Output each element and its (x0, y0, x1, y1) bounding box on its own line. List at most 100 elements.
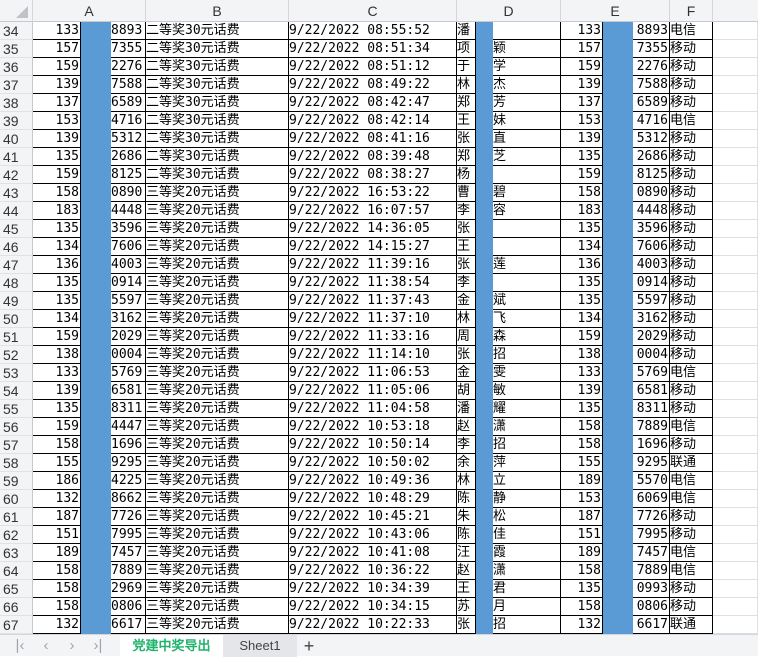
column-header-f[interactable]: F (670, 0, 713, 22)
cell-d-surname[interactable]: 张 (457, 616, 476, 634)
cell-f-carrier[interactable]: 移动 (670, 40, 713, 58)
cell-f-carrier[interactable]: 移动 (670, 598, 713, 616)
empty-cell[interactable] (713, 346, 758, 364)
cell-d-given[interactable]: 霞 (493, 544, 561, 562)
cell-c-time[interactable]: 9/22/2022 11:39:16 (289, 256, 457, 274)
cell-c-time[interactable]: 9/22/2022 10:45:21 (289, 508, 457, 526)
cell-d-given[interactable]: 招 (493, 616, 561, 634)
cell-d-given[interactable]: 萍 (493, 454, 561, 472)
cell-a-prefix[interactable]: 158 (33, 580, 81, 598)
row-header[interactable]: 60 (0, 490, 33, 508)
cell-a-prefix[interactable]: 186 (33, 472, 81, 490)
cell-e-prefix[interactable]: 158 (561, 562, 603, 580)
cell-b-prize[interactable]: 二等奖30元话费 (146, 112, 289, 130)
cell-a-suffix[interactable]: 0890 (111, 184, 146, 202)
row-header[interactable]: 55 (0, 400, 33, 418)
cell-a-prefix[interactable]: 159 (33, 328, 81, 346)
cell-d-given[interactable]: 佳 (493, 526, 561, 544)
cell-b-prize[interactable]: 二等奖30元话费 (146, 58, 289, 76)
row-header[interactable]: 66 (0, 598, 33, 616)
cell-f-carrier[interactable]: 移动 (670, 256, 713, 274)
cell-d-given[interactable]: 招 (493, 346, 561, 364)
empty-cell[interactable] (713, 508, 758, 526)
cell-c-time[interactable]: 9/22/2022 11:06:53 (289, 364, 457, 382)
cell-b-prize[interactable]: 二等奖30元话费 (146, 22, 289, 40)
cell-a-suffix[interactable]: 5312 (111, 130, 146, 148)
cell-c-time[interactable]: 9/22/2022 08:51:12 (289, 58, 457, 76)
cell-a-prefix[interactable]: 139 (33, 382, 81, 400)
row-header[interactable]: 37 (0, 76, 33, 94)
column-header-d[interactable]: D (457, 0, 561, 22)
cell-a-suffix[interactable]: 6589 (111, 94, 146, 112)
cell-b-prize[interactable]: 三等奖20元话费 (146, 616, 289, 634)
cell-e-suffix[interactable]: 6581 (633, 382, 670, 400)
cell-d-surname[interactable]: 林 (457, 472, 476, 490)
cell-b-prize[interactable]: 三等奖20元话费 (146, 598, 289, 616)
cell-a-prefix[interactable]: 153 (33, 112, 81, 130)
empty-cell[interactable] (713, 274, 758, 292)
cell-f-carrier[interactable]: 移动 (670, 580, 713, 598)
empty-cell[interactable] (713, 526, 758, 544)
cell-a-suffix[interactable]: 7726 (111, 508, 146, 526)
cell-c-time[interactable]: 9/22/2022 08:41:16 (289, 130, 457, 148)
cell-d-given[interactable]: 颖 (493, 40, 561, 58)
cell-e-prefix[interactable]: 135 (561, 400, 603, 418)
cell-f-carrier[interactable]: 移动 (670, 292, 713, 310)
cell-f-carrier[interactable]: 移动 (670, 58, 713, 76)
column-header-a[interactable]: A (33, 0, 146, 22)
cell-f-carrier[interactable]: 移动 (670, 238, 713, 256)
cell-a-suffix[interactable]: 7588 (111, 76, 146, 94)
cell-e-prefix[interactable]: 135 (561, 292, 603, 310)
row-header[interactable]: 53 (0, 364, 33, 382)
last-sheet-icon[interactable]: ›| (93, 637, 103, 654)
row-header[interactable]: 36 (0, 58, 33, 76)
row-header[interactable]: 49 (0, 292, 33, 310)
cell-b-prize[interactable]: 二等奖30元话费 (146, 130, 289, 148)
cell-e-suffix[interactable]: 2686 (633, 148, 670, 166)
empty-cell[interactable] (713, 418, 758, 436)
cell-f-carrier[interactable]: 移动 (670, 328, 713, 346)
cell-e-suffix[interactable]: 3596 (633, 220, 670, 238)
cell-c-time[interactable]: 9/22/2022 11:38:54 (289, 274, 457, 292)
empty-cell[interactable] (713, 616, 758, 634)
cell-d-given[interactable]: 芝 (493, 148, 561, 166)
cell-c-time[interactable]: 9/22/2022 10:34:39 (289, 580, 457, 598)
cell-a-prefix[interactable]: 134 (33, 310, 81, 328)
cell-c-time[interactable]: 9/22/2022 08:39:48 (289, 148, 457, 166)
cell-e-prefix[interactable]: 134 (561, 238, 603, 256)
cell-b-prize[interactable]: 二等奖30元话费 (146, 94, 289, 112)
cell-d-surname[interactable]: 张 (457, 346, 476, 364)
cell-e-prefix[interactable]: 135 (561, 148, 603, 166)
cell-a-prefix[interactable]: 159 (33, 58, 81, 76)
cell-d-surname[interactable]: 陈 (457, 526, 476, 544)
cell-a-suffix[interactable]: 9295 (111, 454, 146, 472)
cell-d-surname[interactable]: 周 (457, 328, 476, 346)
empty-cell[interactable] (713, 490, 758, 508)
cell-c-time[interactable]: 9/22/2022 10:53:18 (289, 418, 457, 436)
cell-f-carrier[interactable]: 移动 (670, 148, 713, 166)
cell-b-prize[interactable]: 二等奖30元话费 (146, 76, 289, 94)
row-header[interactable]: 44 (0, 202, 33, 220)
empty-cell[interactable] (713, 562, 758, 580)
cell-e-prefix[interactable]: 187 (561, 508, 603, 526)
cell-b-prize[interactable]: 三等奖20元话费 (146, 490, 289, 508)
cell-f-carrier[interactable]: 电信 (670, 490, 713, 508)
cell-f-carrier[interactable]: 移动 (670, 130, 713, 148)
cell-e-prefix[interactable]: 132 (561, 616, 603, 634)
cell-e-suffix[interactable]: 4448 (633, 202, 670, 220)
cell-a-prefix[interactable]: 138 (33, 346, 81, 364)
cell-a-prefix[interactable]: 135 (33, 274, 81, 292)
cell-f-carrier[interactable]: 移动 (670, 508, 713, 526)
cell-e-suffix[interactable]: 6617 (633, 616, 670, 634)
cell-f-carrier[interactable]: 移动 (670, 184, 713, 202)
cell-d-given[interactable]: 芳 (493, 94, 561, 112)
row-header[interactable]: 45 (0, 220, 33, 238)
row-header[interactable]: 47 (0, 256, 33, 274)
cell-f-carrier[interactable]: 移动 (670, 76, 713, 94)
cell-d-surname[interactable]: 金 (457, 292, 476, 310)
cell-a-prefix[interactable]: 159 (33, 166, 81, 184)
cell-b-prize[interactable]: 二等奖30元话费 (146, 148, 289, 166)
cell-b-prize[interactable]: 三等奖20元话费 (146, 310, 289, 328)
empty-cell[interactable] (713, 40, 758, 58)
cell-a-prefix[interactable]: 136 (33, 256, 81, 274)
